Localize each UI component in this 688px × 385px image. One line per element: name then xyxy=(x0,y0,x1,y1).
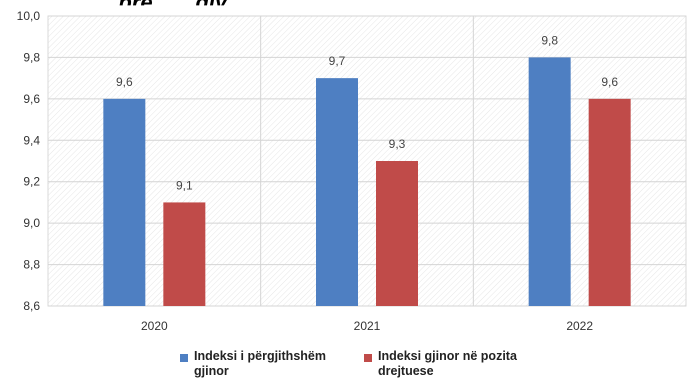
data-label: 9,7 xyxy=(329,54,346,68)
legend-item-leadership: Indeksi gjinor në pozita drejtuese xyxy=(364,349,518,379)
bar-2022-series-1 xyxy=(588,98,631,306)
y-tick-label: 9,4 xyxy=(23,133,40,147)
x-tick-label: 2022 xyxy=(566,319,593,333)
bar-2020-series-1 xyxy=(163,202,206,306)
legend-swatch-blue xyxy=(180,354,188,362)
y-tick-label: 9,6 xyxy=(23,92,40,106)
bar-2021-series-1 xyxy=(376,161,418,306)
data-label: 9,6 xyxy=(116,75,133,89)
y-tick-label: 8,6 xyxy=(23,299,40,313)
legend-item-overall: Indeksi i përgjithshëm gjinor xyxy=(180,349,334,379)
legend-swatch-red xyxy=(364,354,372,362)
y-tick-label: 9,8 xyxy=(23,50,40,64)
y-tick-label: 9,0 xyxy=(23,216,40,230)
chart-title-fragment: ...pre... ...gjy... xyxy=(100,0,245,15)
data-label: 9,6 xyxy=(601,75,618,89)
chart-legend: Indeksi i përgjithshëm gjinor Indeksi gj… xyxy=(180,349,518,379)
legend-label-leadership: Indeksi gjinor në pozita drejtuese xyxy=(378,349,517,378)
bar-2021-series-0 xyxy=(316,78,358,307)
x-tick-label: 2021 xyxy=(354,319,381,333)
data-label: 9,3 xyxy=(389,137,406,151)
y-tick-label: 8,8 xyxy=(23,258,40,272)
data-label: 9,8 xyxy=(541,33,558,47)
plot-area xyxy=(47,15,687,307)
legend-label-overall: Indeksi i përgjithshëm gjinor xyxy=(194,349,326,378)
data-label: 9,1 xyxy=(176,178,193,192)
y-tick-label: 10,0 xyxy=(17,9,41,23)
y-tick-label: 9,2 xyxy=(23,175,40,189)
bar-chart: 9,6 9,1 9,7 9,3 9,8 9,6 8,6 8,8 9,0 9,2 9,4 9,6 9,8… xyxy=(17,9,687,333)
bar-2020-series-0 xyxy=(103,98,146,306)
x-tick-label: 2020 xyxy=(141,319,168,333)
bar-2022-series-0 xyxy=(528,57,571,306)
